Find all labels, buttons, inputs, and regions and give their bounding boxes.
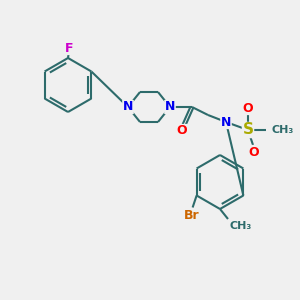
Text: CH₃: CH₃ [230,221,252,231]
Text: N: N [165,100,175,113]
Text: F: F [65,41,73,55]
Text: CH₃: CH₃ [271,125,293,135]
Text: N: N [221,116,231,128]
Text: O: O [249,146,259,158]
Text: S: S [242,122,253,137]
Text: N: N [123,100,133,113]
Text: Br: Br [184,209,200,222]
Text: O: O [243,101,253,115]
Text: O: O [177,124,187,137]
